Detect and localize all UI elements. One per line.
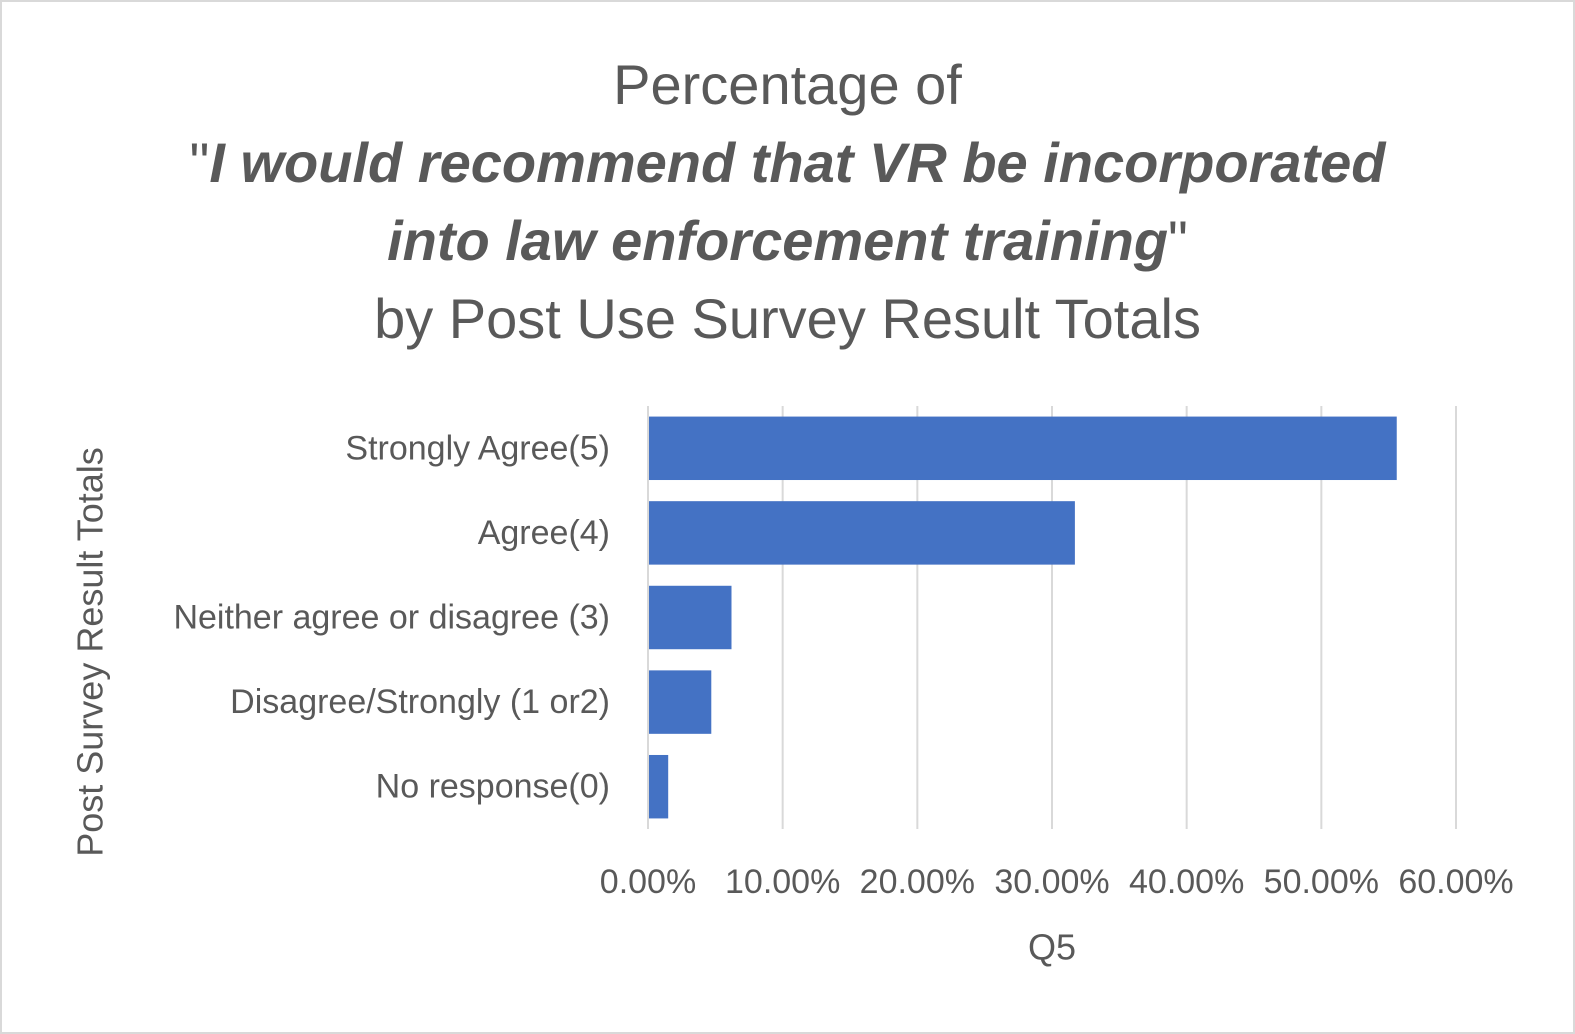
x-tick-label: 20.00% — [860, 863, 975, 901]
category-label: Agree(4) — [478, 514, 610, 552]
bar — [649, 501, 1075, 565]
category-label: Neither agree or disagree (3) — [173, 599, 610, 637]
chart-title: Percentage of "I would recommend that VR… — [2, 46, 1573, 358]
title-quote-close: " — [1168, 209, 1188, 272]
bars — [649, 416, 1397, 819]
y-axis-title: Post Survey Result Totals — [70, 447, 111, 857]
title-line-4: by Post Use Survey Result Totals — [374, 287, 1201, 350]
x-tick-label: 0.00% — [600, 863, 696, 901]
category-label: Strongly Agree(5) — [345, 429, 610, 467]
title-quote-line-2: I would recommend that VR be incorporate… — [209, 131, 1386, 194]
category-labels: Strongly Agree(5) Agree(4) Neither agree o… — [173, 429, 610, 805]
x-tick-label: 60.00% — [1398, 863, 1513, 901]
x-tick-labels: 0.00% 10.00% 20.00% 30.00% 40.00% 50.00% 60.00… — [600, 863, 1514, 901]
title-line-1: Percentage of — [613, 53, 962, 116]
bar — [649, 585, 732, 650]
category-label: Disagree/Strongly (1 or2) — [230, 683, 610, 721]
x-axis-title: Q5 — [1028, 927, 1076, 968]
title-line-3: into law enforcement training" — [2, 202, 1573, 280]
title-quote-open: " — [189, 131, 210, 194]
x-tick-label: 40.00% — [1129, 863, 1244, 901]
title-line-2: "I would recommend that VR be incorporat… — [2, 124, 1573, 202]
bar — [649, 416, 1397, 481]
x-tick-label: 30.00% — [994, 863, 1109, 901]
title-quote-line-3: into law enforcement training — [387, 209, 1169, 272]
x-tick-label: 10.00% — [725, 863, 840, 901]
bar — [649, 754, 669, 819]
bar — [649, 670, 712, 734]
x-tick-label: 50.00% — [1264, 863, 1379, 901]
category-label: No response(0) — [376, 768, 610, 806]
